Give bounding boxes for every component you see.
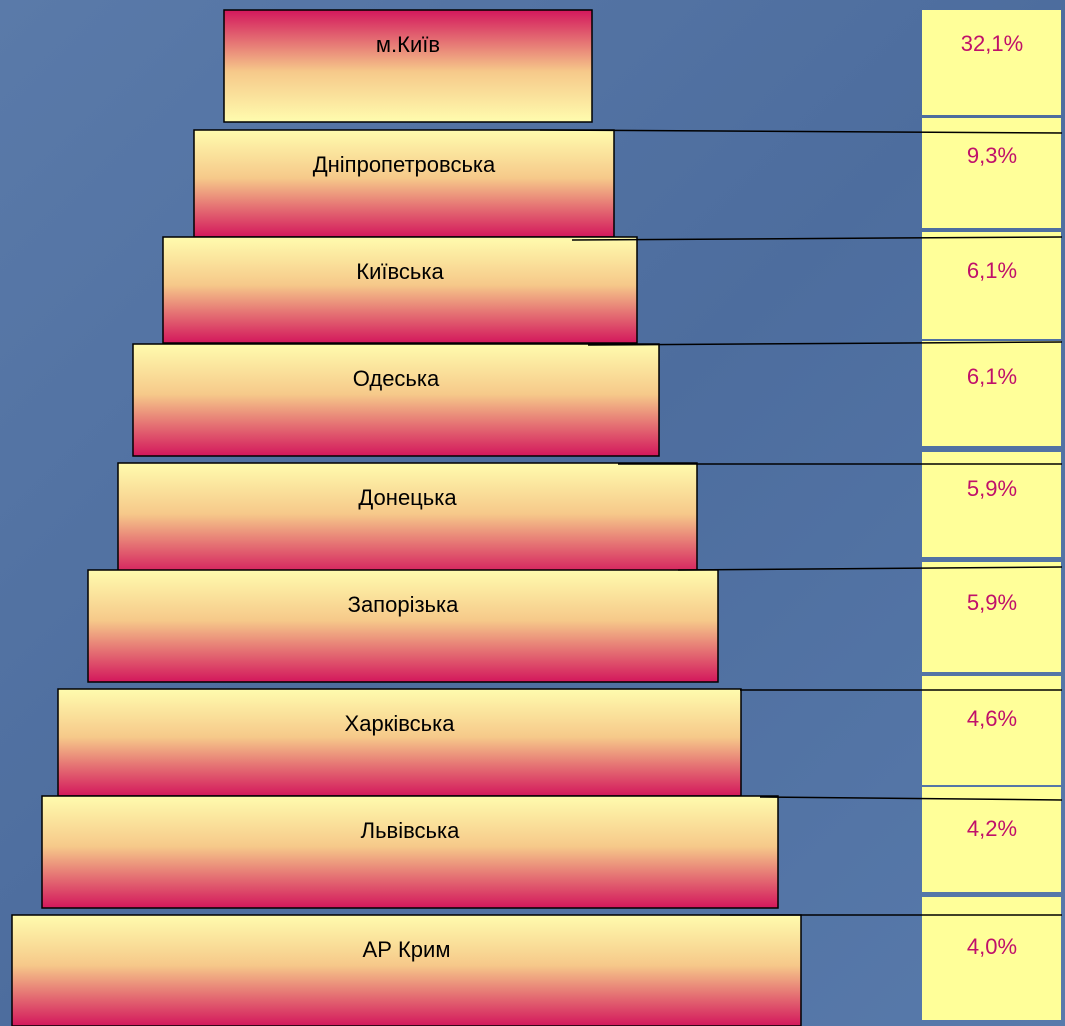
value-cell bbox=[922, 10, 1061, 115]
region-value: 32,1% bbox=[961, 31, 1023, 56]
pyramid-box bbox=[87, 569, 719, 683]
value-cell bbox=[922, 232, 1061, 339]
value-cell bbox=[922, 118, 1061, 228]
value-cell bbox=[922, 452, 1061, 557]
connector bbox=[759, 796, 1063, 801]
pyramid-box bbox=[41, 795, 779, 909]
pyramid-box bbox=[162, 236, 638, 344]
connector bbox=[539, 129, 1063, 134]
region-label: Київська bbox=[356, 259, 444, 284]
value-cell bbox=[922, 676, 1061, 785]
region-value: 4,6% bbox=[967, 706, 1017, 731]
region-value: 5,9% bbox=[967, 476, 1017, 501]
region-label: Одеська bbox=[353, 366, 440, 391]
pyramid-box bbox=[11, 914, 802, 1026]
region-label: Донецька bbox=[358, 485, 457, 510]
connector bbox=[587, 341, 1063, 346]
region-label: Запорізька bbox=[348, 592, 459, 617]
value-cell bbox=[922, 897, 1061, 1020]
region-value: 6,1% bbox=[967, 364, 1017, 389]
region-value: 4,2% bbox=[967, 816, 1017, 841]
pyramid-box bbox=[223, 9, 593, 123]
value-cell bbox=[922, 787, 1061, 892]
region-value: 6,1% bbox=[967, 258, 1017, 283]
pyramid-box bbox=[117, 462, 698, 577]
value-cell bbox=[922, 341, 1061, 446]
diagram: м.Київ 32,1% Дніпропетровська 9,3% Київська 6… bbox=[11, 9, 1063, 1026]
pyramid-box bbox=[57, 688, 742, 797]
region-label: Харківська bbox=[345, 711, 456, 736]
region-value: 4,0% bbox=[967, 934, 1017, 959]
region-label: Дніпропетровська bbox=[313, 152, 496, 177]
region-label: Львівська bbox=[361, 818, 460, 843]
pyramid-box bbox=[193, 129, 615, 238]
region-label: м.Київ bbox=[376, 32, 440, 57]
value-cell bbox=[922, 562, 1061, 672]
region-value: 9,3% bbox=[967, 143, 1017, 168]
connector bbox=[677, 566, 1063, 571]
region-label: АР Крим bbox=[363, 937, 451, 962]
pyramid-box bbox=[132, 343, 660, 457]
region-value: 5,9% bbox=[967, 590, 1017, 615]
connector bbox=[571, 236, 1063, 241]
